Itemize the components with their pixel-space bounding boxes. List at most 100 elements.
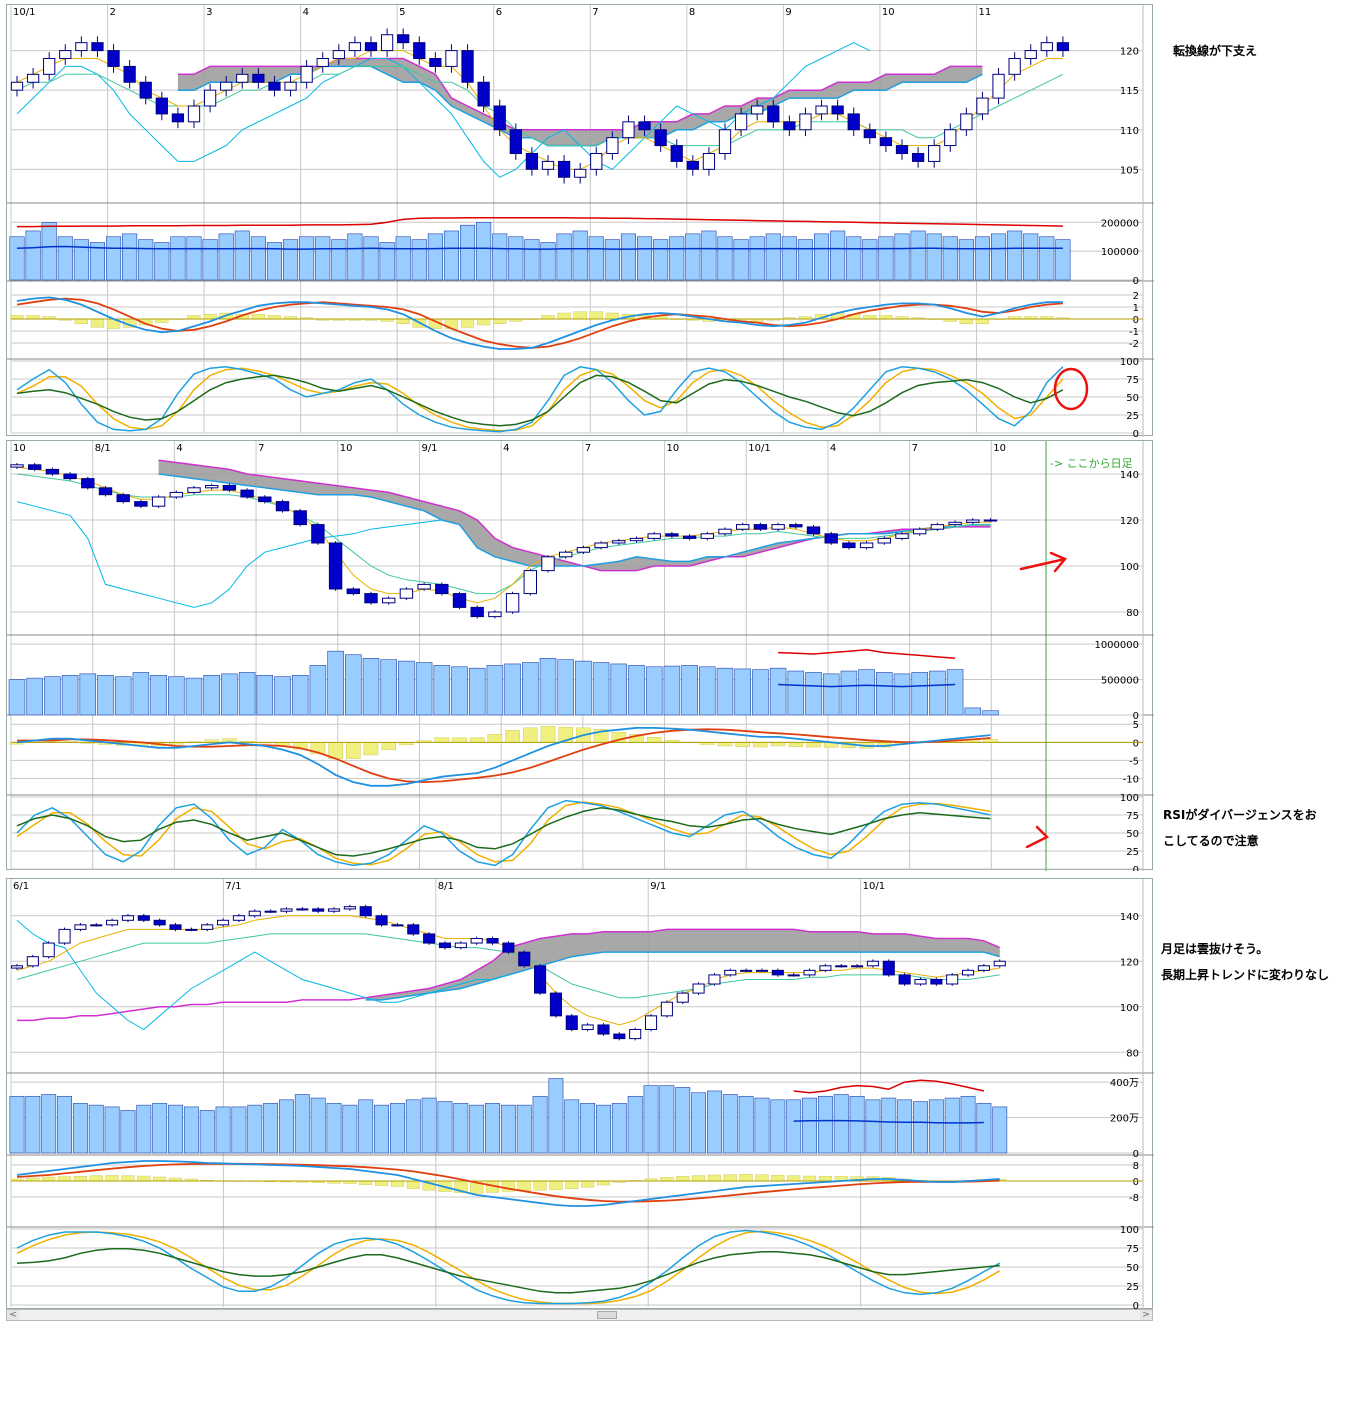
candle-body <box>976 97 989 115</box>
candle-body <box>454 942 467 949</box>
candle-body <box>312 908 325 912</box>
macd-histogram-bar <box>90 318 105 328</box>
volume-bar <box>476 222 492 281</box>
candle-body <box>613 1033 626 1040</box>
volume-bar <box>152 1103 168 1154</box>
volume-bar <box>421 1097 437 1154</box>
macd-histogram-bar <box>802 1175 817 1182</box>
candle-body <box>217 919 230 926</box>
candle-body <box>58 928 71 944</box>
volume-bar <box>427 233 443 281</box>
candle-body <box>859 542 874 549</box>
volume-bar <box>247 1104 263 1154</box>
candle-body <box>75 42 88 52</box>
candle-body <box>505 593 520 613</box>
rsi-line <box>16 807 991 857</box>
candle-body <box>236 73 249 83</box>
candle-body <box>42 942 55 958</box>
scroll-thumb[interactable] <box>597 1311 617 1319</box>
date-tick-label: 9/1 <box>421 443 437 454</box>
volume-bar <box>395 236 411 281</box>
volume-bar <box>433 665 451 716</box>
candle-body <box>581 1024 594 1030</box>
volume-ma-short-line <box>793 1119 984 1124</box>
date-tick-label: 6 <box>496 7 502 18</box>
candle-body <box>1008 58 1021 75</box>
candle-body <box>280 908 293 912</box>
axis-tick-label: 1 <box>1133 303 1139 314</box>
volume-bar <box>878 236 894 281</box>
volume-bar <box>168 676 185 716</box>
macd-line <box>16 1160 1000 1207</box>
candle-body <box>470 938 483 944</box>
stochastic-d-line <box>16 801 991 866</box>
volume-bar <box>858 669 875 716</box>
volume-bar <box>185 677 203 716</box>
volume-bar <box>960 1095 976 1154</box>
volume-bar <box>415 662 433 716</box>
volume-bar <box>532 1095 548 1154</box>
axis-tick-label: 25 <box>1126 847 1139 858</box>
macd-histogram-bar <box>975 318 990 325</box>
volume-bar <box>611 1103 627 1154</box>
candle-body <box>977 965 990 971</box>
macd-signal-line <box>16 297 1063 349</box>
axis-tick-label: 100000 <box>1101 247 1139 258</box>
volume-bar <box>643 1085 659 1154</box>
volume-bar <box>389 1103 405 1154</box>
candle-body <box>647 533 661 539</box>
volume-bar <box>327 650 344 716</box>
candle-body <box>81 478 95 489</box>
volume-bar <box>120 1110 136 1154</box>
volume-bar <box>822 673 840 716</box>
note-daily: 転換線が下支え <box>1173 44 1258 58</box>
macd-histogram-bar <box>753 742 768 748</box>
candle-body <box>185 928 198 931</box>
candle-body <box>895 533 909 539</box>
candle-body <box>438 942 452 949</box>
date-tick-label: 7 <box>592 7 598 18</box>
candle-body <box>284 81 297 91</box>
volume-bar <box>331 239 347 281</box>
volume-bar <box>266 242 282 281</box>
candle-body <box>311 524 325 544</box>
volume-ma-short-line <box>778 683 956 688</box>
volume-bar <box>833 1094 849 1154</box>
volume-bar <box>25 230 41 281</box>
candle-body <box>28 464 42 470</box>
volume-bar <box>508 236 524 281</box>
volume-bar <box>88 1104 104 1154</box>
volume-bar <box>315 236 331 281</box>
macd-histogram-bar <box>596 1180 611 1186</box>
macd-histogram-bar <box>381 742 396 750</box>
candle-body <box>629 537 644 542</box>
volume-bar <box>733 239 749 281</box>
candle-body <box>692 983 705 994</box>
date-tick-label: 7 <box>585 443 591 454</box>
candle-body <box>151 496 166 507</box>
candle-body <box>700 533 714 539</box>
candle-body <box>930 524 945 530</box>
volume-bar <box>504 663 521 716</box>
candle-body <box>638 121 651 131</box>
volume-bar <box>218 233 234 281</box>
scroll-left-arrow-icon[interactable]: < <box>7 1310 19 1320</box>
volume-bar <box>734 668 751 716</box>
axis-tick-label: 400万 <box>1110 1078 1139 1089</box>
macd-histogram-bar <box>787 1175 801 1182</box>
volume-bar <box>637 236 653 281</box>
candle-body <box>407 924 420 935</box>
horizontal-scrollbar[interactable]: < > <box>6 1309 1153 1321</box>
macd-histogram-bar <box>26 315 40 320</box>
volume-bar <box>238 672 256 716</box>
scroll-right-arrow-icon[interactable]: > <box>1140 1310 1152 1320</box>
candle-body <box>139 81 152 99</box>
candle-body <box>380 34 394 52</box>
volume-bar <box>862 239 878 281</box>
volume-bar <box>154 242 170 281</box>
date-tick-label: 10/1 <box>13 7 35 18</box>
axis-tick-label: 8 <box>1133 1161 1139 1172</box>
volume-bar <box>468 667 486 716</box>
macd-histogram-bar <box>541 315 555 320</box>
candle-body <box>819 965 832 971</box>
